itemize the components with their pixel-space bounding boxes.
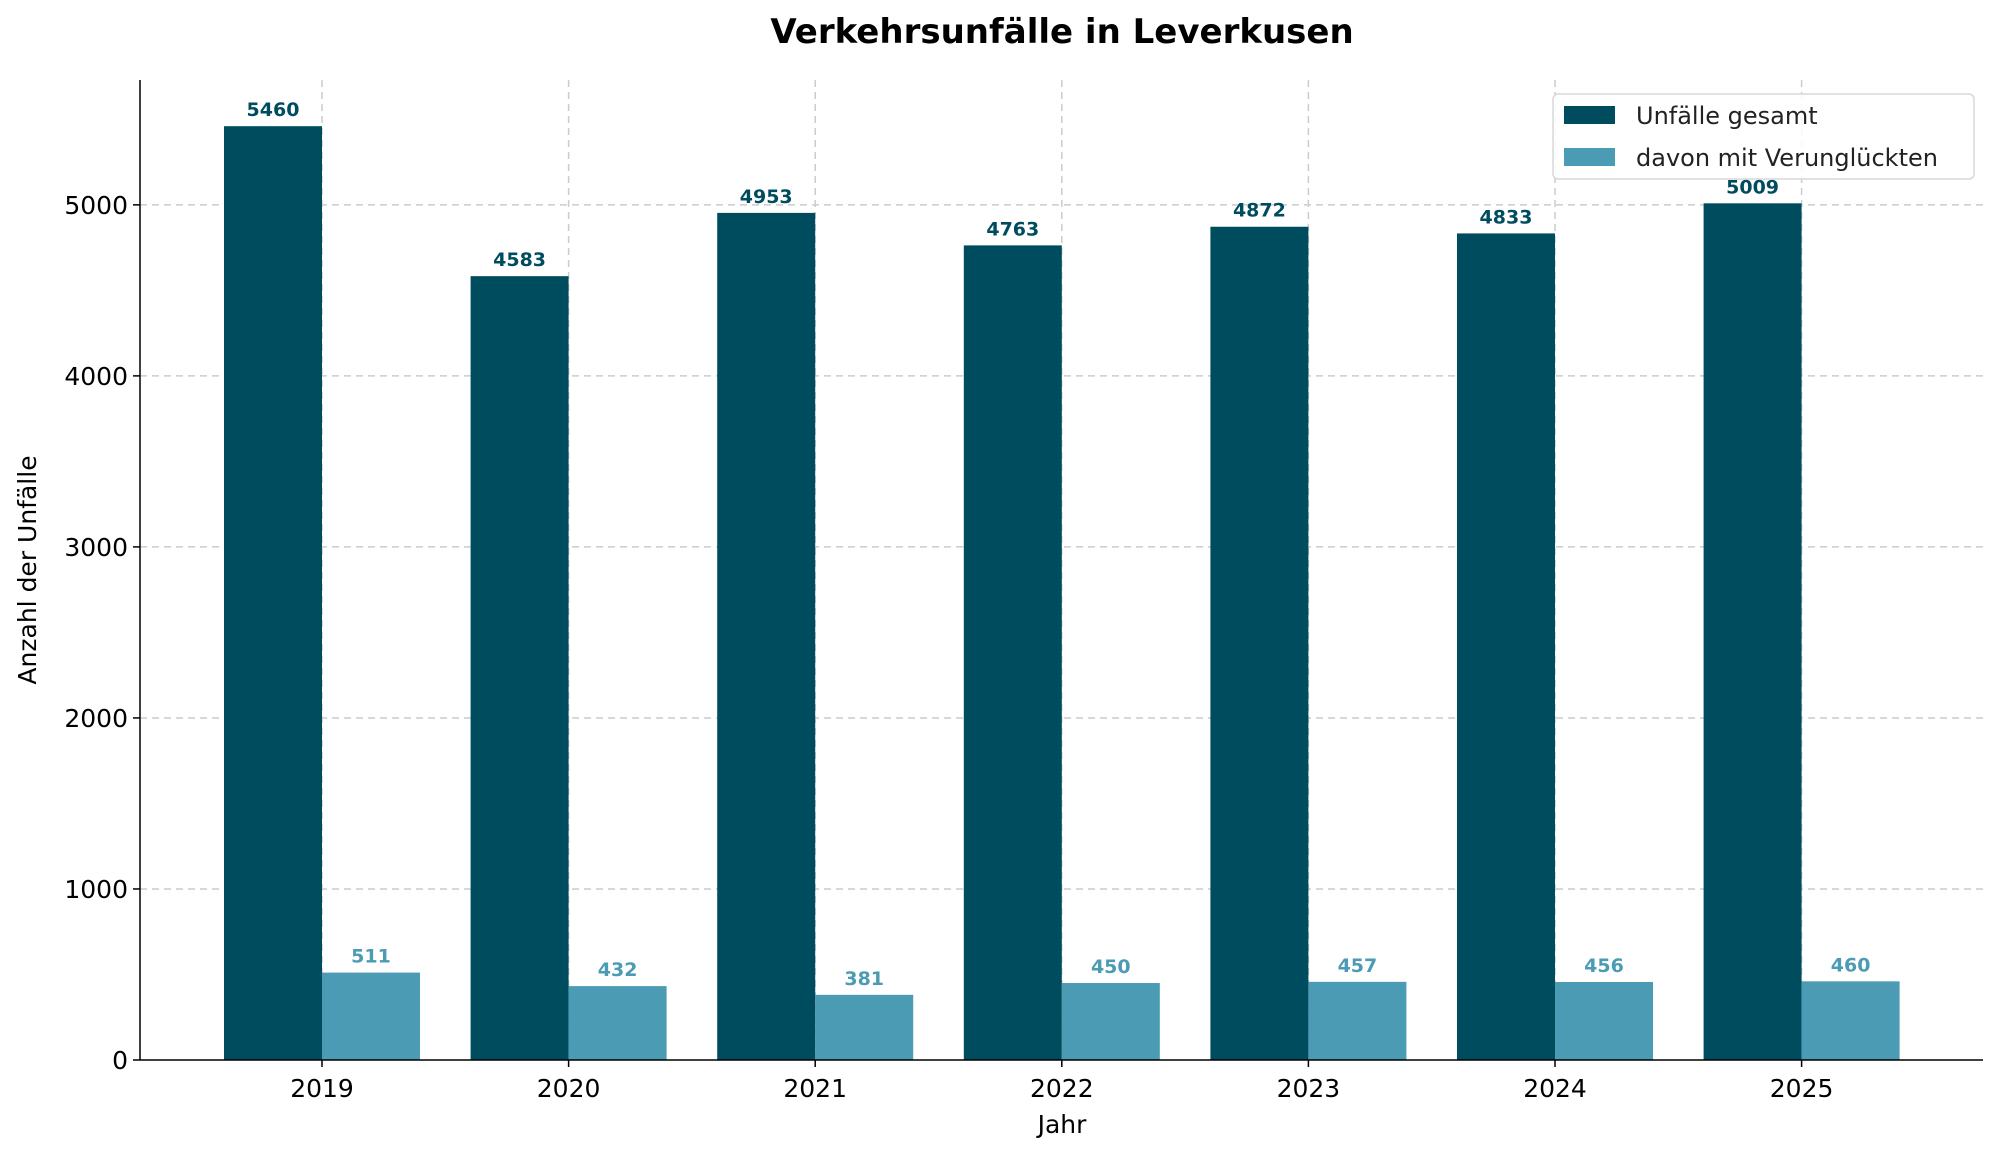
data-label: 4833 — [1480, 206, 1533, 228]
x-tick-label: 2019 — [290, 1074, 354, 1103]
legend-swatch — [1564, 148, 1615, 166]
x-tick-label: 2022 — [1030, 1074, 1094, 1103]
data-labels: 5460 511 4583 432 4953 381 4763 450 4872 457 4833 4… — [247, 99, 1871, 990]
data-label: 5009 — [1726, 176, 1779, 198]
legend-swatch — [1564, 106, 1615, 124]
data-label: 457 — [1338, 955, 1378, 977]
x-tick-label: 2021 — [783, 1074, 847, 1103]
chart-title: Verkehrsunfälle in Leverkusen — [770, 12, 1353, 52]
data-label: 432 — [598, 959, 638, 981]
x-tick-label: 2025 — [1770, 1074, 1834, 1103]
bar-injured — [1061, 983, 1160, 1060]
bar-injured — [1801, 981, 1900, 1060]
data-label: 4872 — [1233, 200, 1286, 222]
y-tick-label: 4000 — [64, 362, 128, 391]
data-label: 4583 — [493, 249, 546, 271]
axes: 0 1000 2000 3000 4000 5000 2019 2020 2021 2022 202… — [64, 80, 1983, 1103]
bar-injured — [1555, 982, 1653, 1060]
x-tick-label: 2024 — [1523, 1074, 1587, 1103]
bar-total — [717, 212, 816, 1061]
bars — [224, 126, 1900, 1061]
bar-total — [1457, 233, 1555, 1060]
x-axis-label: Jahr — [1036, 1110, 1088, 1139]
data-label: 450 — [1091, 956, 1131, 978]
bar-total — [963, 245, 1062, 1061]
legend-label: davon mit Verunglückten — [1636, 144, 1938, 172]
x-tick-label: 2023 — [1277, 1074, 1341, 1103]
y-axis-label: Anzahl der Unfälle — [13, 455, 42, 684]
bar-total — [470, 276, 569, 1060]
data-label: 460 — [1831, 954, 1871, 976]
y-tick-label: 1000 — [64, 875, 128, 904]
bar-injured — [815, 994, 914, 1060]
data-label: 4763 — [986, 218, 1039, 240]
bar-total — [1210, 226, 1309, 1060]
bar-total — [1703, 203, 1802, 1061]
bar-injured — [568, 986, 667, 1060]
bar-injured — [322, 972, 420, 1060]
y-tick-label: 5000 — [64, 191, 128, 220]
y-tick-label: 2000 — [64, 704, 128, 733]
bar-injured — [1308, 981, 1407, 1060]
data-label: 5460 — [247, 99, 300, 121]
data-label: 511 — [351, 946, 391, 968]
data-label: 456 — [1584, 955, 1624, 977]
y-tick-label: 3000 — [64, 533, 128, 562]
data-label: 381 — [844, 968, 884, 990]
legend: Unfälle gesamt davon mit Verunglückten — [1552, 93, 1975, 180]
data-label: 4953 — [740, 186, 793, 208]
bar-total — [224, 126, 322, 1061]
legend-label: Unfälle gesamt — [1636, 102, 1818, 130]
x-tick-label: 2020 — [537, 1074, 601, 1103]
y-tick-label: 0 — [112, 1046, 128, 1075]
legend-box — [1552, 93, 1975, 180]
